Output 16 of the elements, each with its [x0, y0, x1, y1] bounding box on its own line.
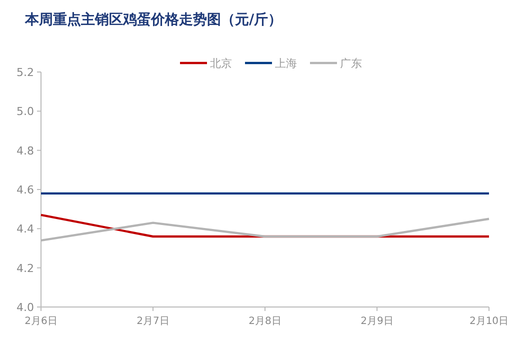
- y-tick-label: 5.0: [16, 105, 34, 118]
- x-tick-label: 2月9日: [360, 316, 394, 327]
- y-tick-label: 4.0: [16, 301, 34, 314]
- legend-label: 上海: [275, 57, 297, 70]
- x-tick-label: 2月7日: [136, 316, 170, 327]
- legend-label: 北京: [210, 57, 232, 70]
- y-tick-label: 4.4: [16, 222, 34, 236]
- x-tick-label: 2月6日: [24, 316, 58, 327]
- x-tick-label: 2月10日: [469, 316, 509, 327]
- y-tick-label: 4.2: [16, 262, 34, 275]
- y-tick-label: 4.6: [16, 184, 34, 196]
- chart-title: 本周重点主销区鸡蛋价格走势图（元/斤）: [24, 11, 282, 28]
- y-tick-label: 4.8: [16, 144, 34, 158]
- x-tick-label: 2月8日: [248, 316, 282, 327]
- legend-label: 广东: [340, 57, 362, 70]
- y-tick-label: 5.2: [16, 66, 34, 79]
